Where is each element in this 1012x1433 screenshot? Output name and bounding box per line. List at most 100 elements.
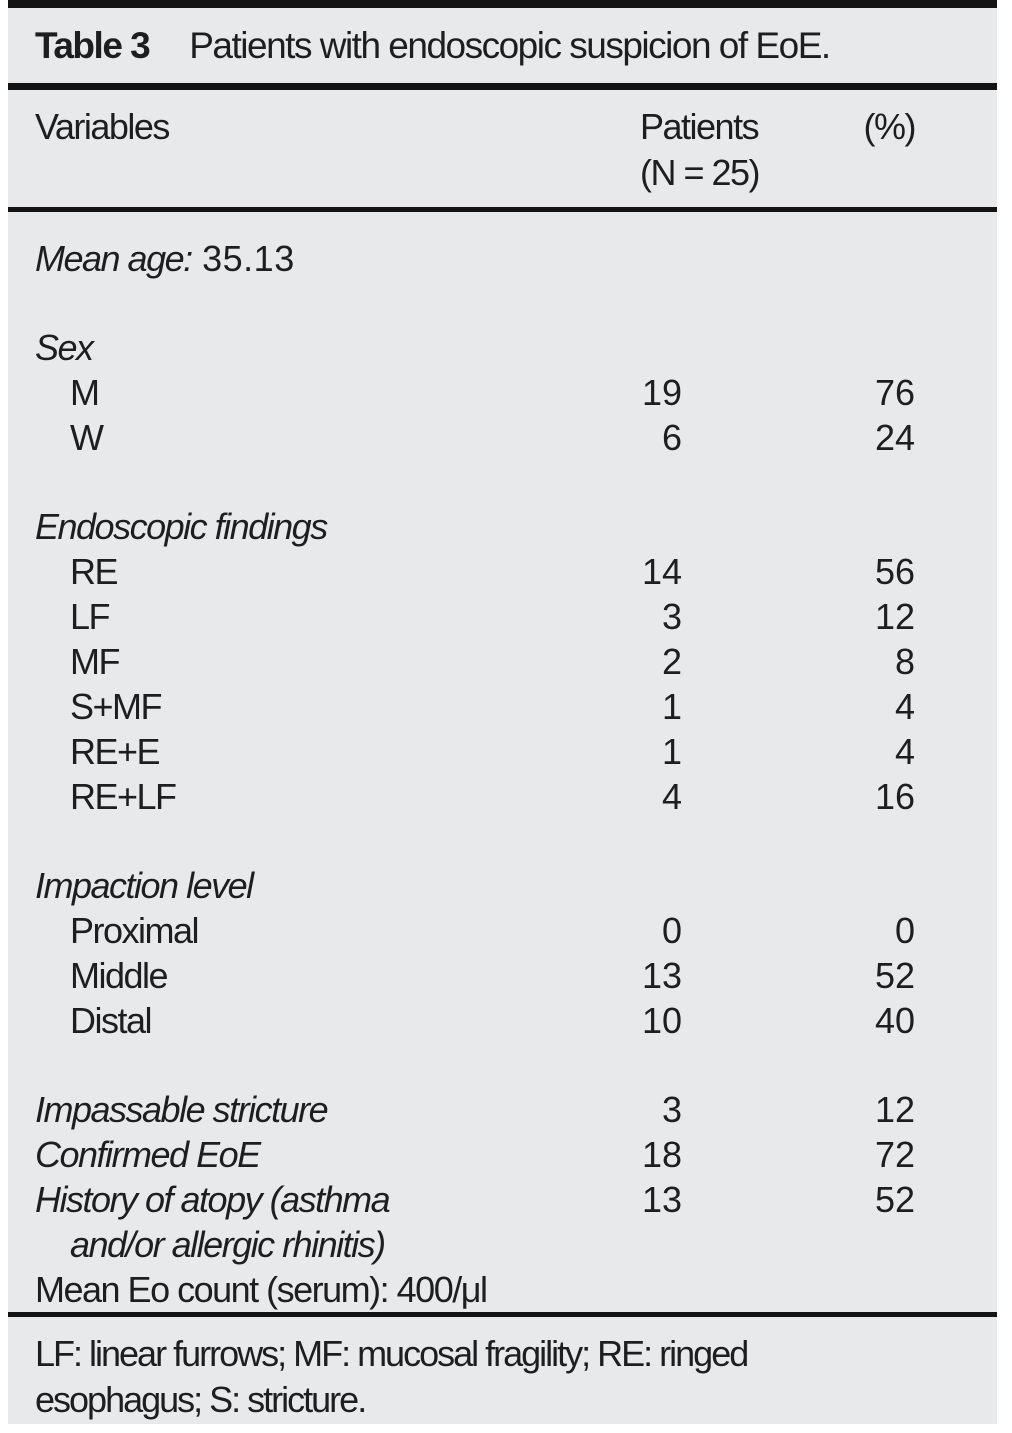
row-label: Impaction level: [35, 865, 254, 906]
row-patients-value: [572, 325, 682, 370]
row-label: Endoscopic findings: [35, 506, 328, 547]
row-percent-value: [682, 1267, 915, 1312]
row-label: Distal: [70, 1000, 153, 1041]
row-percent-value: 0: [894, 910, 915, 951]
row-percent-value: 4: [894, 731, 915, 772]
row-label: Middle: [70, 955, 169, 996]
column-header-patients: Patients (N = 25): [575, 104, 864, 207]
row-patients-value: 10: [641, 1000, 682, 1041]
row-patients-value: [572, 504, 682, 549]
table-row: Confirmed EoE 18 72: [8, 1132, 997, 1177]
header-divider-rule: [8, 207, 997, 212]
row-patients-value: 4: [661, 776, 682, 817]
row-percent-value: [682, 1222, 915, 1267]
row-percent-value: [682, 236, 915, 281]
row-percent-value: [682, 863, 915, 908]
row-percent-value: 56: [874, 551, 915, 592]
table-row: Sex: [8, 325, 997, 370]
row-percent-value: [682, 504, 915, 549]
row-label: and/or allergic rhinitis): [70, 1224, 386, 1265]
row-patients-value: 14: [641, 551, 682, 592]
row-label: Mean Eo count (serum): 400/μl: [35, 1269, 488, 1310]
table-row: MF 2 8: [8, 639, 997, 684]
row-label: S+MF: [70, 686, 163, 727]
column-header-percent: (%): [863, 106, 917, 147]
row-label: W: [70, 417, 104, 458]
row-label: RE: [70, 551, 119, 592]
row-percent-value: 52: [874, 1179, 915, 1220]
row-spacer: [8, 819, 997, 863]
table-row: Impaction level: [8, 863, 997, 908]
table-row: and/or allergic rhinitis): [8, 1222, 997, 1267]
table-body: Mean age: 35.13 Sex M 19 76 W 6 24 Endoscopic fi…: [8, 212, 997, 1312]
table-title-text: Patients with endoscopic suspicion of Eo…: [189, 24, 831, 66]
row-spacer: [8, 460, 997, 504]
table-row: W 6 24: [8, 415, 997, 460]
caption-divider-rule: [8, 83, 997, 90]
row-label: RE+E: [70, 731, 161, 772]
row-percent-value: 12: [874, 1089, 915, 1130]
row-label-value: 35.13: [191, 238, 295, 279]
row-percent-value: 4: [894, 686, 915, 727]
row-patients-value: 19: [641, 372, 682, 413]
table-caption: Table 3 Patients with endoscopic suspici…: [8, 8, 997, 83]
row-percent-value: 40: [874, 1000, 915, 1041]
row-percent-value: 52: [874, 955, 915, 996]
table-row: History of atopy (asthma 13 52: [8, 1177, 997, 1222]
row-label: Mean age: 35.13: [35, 238, 295, 279]
row-label: LF: [70, 596, 111, 637]
table-row: RE+LF 4 16: [8, 774, 997, 819]
table-row: Mean age: 35.13: [8, 236, 997, 281]
column-header-group: Patients (N = 25) (%): [575, 104, 917, 207]
row-patients-value: 2: [661, 641, 682, 682]
row-label: Confirmed EoE: [35, 1134, 261, 1175]
row-patients-value: [572, 1267, 682, 1312]
table-row: RE 14 56: [8, 549, 997, 594]
row-patients-value: 1: [661, 731, 682, 772]
column-header-patients-line1: Patients: [640, 106, 760, 147]
table-row: M 19 76: [8, 370, 997, 415]
row-label: Sex: [35, 327, 94, 368]
row-percent-value: 76: [874, 372, 915, 413]
column-header-patients-line2: (N = 25): [640, 152, 761, 193]
row-spacer: [8, 1043, 997, 1087]
row-patients-value: 18: [641, 1134, 682, 1175]
table-number: Table 3: [35, 24, 151, 66]
row-percent-value: 8: [894, 641, 915, 682]
row-label: MF: [70, 641, 120, 682]
row-patients-value: 0: [661, 910, 682, 951]
row-label: History of atopy (asthma: [35, 1179, 391, 1220]
row-patients-value: [572, 1222, 682, 1267]
table-row: Endoscopic findings: [8, 504, 997, 549]
row-label: RE+LF: [70, 776, 177, 817]
table-footnote: LF: linear furrows; MF: mucosal fragilit…: [35, 1333, 749, 1420]
table-row: Middle 13 52: [8, 953, 997, 998]
row-percent-value: 16: [874, 776, 915, 817]
table-row: LF 3 12: [8, 594, 997, 639]
table-row: S+MF 1 4: [8, 684, 997, 729]
footnote-divider-rule: [8, 1312, 997, 1317]
row-patients-value: 3: [661, 596, 682, 637]
table-panel: Table 3 Patients with endoscopic suspici…: [8, 0, 997, 1424]
table-row: RE+E 1 4: [8, 729, 997, 774]
row-percent-value: [682, 325, 915, 370]
table-row: Distal 10 40: [8, 998, 997, 1043]
row-patients-value: 13: [641, 1179, 682, 1220]
table-row: Impassable stricture 3 12: [8, 1087, 997, 1132]
row-label: Impassable stricture: [35, 1089, 329, 1130]
row-patients-value: 1: [661, 686, 682, 727]
row-patients-value: 3: [661, 1089, 682, 1130]
table-row: Mean Eo count (serum): 400/μl: [8, 1267, 997, 1312]
row-patients-value: [572, 236, 682, 281]
row-label: M: [70, 372, 100, 413]
row-percent-value: 72: [874, 1134, 915, 1175]
row-patients-value: 6: [661, 417, 682, 458]
top-rule: [8, 0, 997, 8]
column-header-variables: Variables: [35, 106, 170, 147]
row-percent-value: 24: [874, 417, 915, 458]
row-label: Proximal: [70, 910, 200, 951]
row-patients-value: [572, 863, 682, 908]
row-percent-value: 12: [874, 596, 915, 637]
table-header-row: Variables Patients (N = 25) (%): [8, 90, 997, 207]
